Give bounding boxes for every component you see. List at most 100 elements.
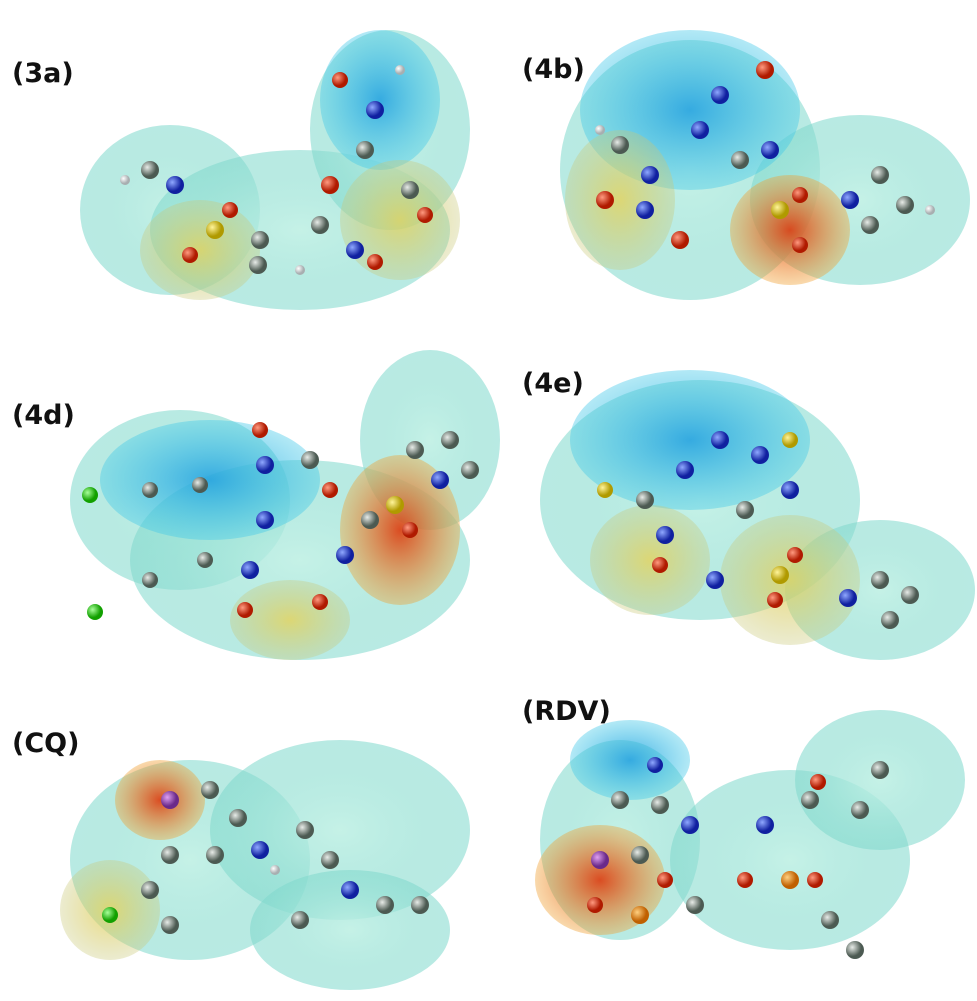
atom bbox=[706, 571, 724, 589]
atom bbox=[767, 592, 783, 608]
atom bbox=[161, 846, 179, 864]
surface bbox=[570, 720, 690, 800]
molecule-cq bbox=[60, 740, 470, 990]
atom bbox=[270, 865, 280, 875]
atom bbox=[229, 809, 247, 827]
atom bbox=[861, 216, 879, 234]
atom bbox=[256, 456, 274, 474]
atom bbox=[881, 611, 899, 629]
atom bbox=[241, 561, 259, 579]
atom bbox=[322, 482, 338, 498]
atom bbox=[336, 546, 354, 564]
atom bbox=[676, 461, 694, 479]
atom bbox=[631, 906, 649, 924]
atom bbox=[395, 65, 405, 75]
molecule-3a bbox=[80, 30, 470, 310]
atom bbox=[611, 136, 629, 154]
surface bbox=[590, 505, 710, 615]
atom bbox=[711, 86, 729, 104]
atom bbox=[296, 821, 314, 839]
atom bbox=[301, 451, 319, 469]
atom bbox=[142, 482, 158, 498]
atom bbox=[595, 125, 605, 135]
atom bbox=[201, 781, 219, 799]
atom bbox=[782, 432, 798, 448]
atom bbox=[332, 72, 348, 88]
atom bbox=[671, 231, 689, 249]
atom bbox=[401, 181, 419, 199]
atom bbox=[376, 896, 394, 914]
atom bbox=[249, 256, 267, 274]
atom bbox=[636, 201, 654, 219]
atom bbox=[222, 202, 238, 218]
atom bbox=[120, 175, 130, 185]
atom bbox=[756, 61, 774, 79]
figure: (3a) (4b) (4d) (4e) (CQ) (RDV) bbox=[0, 0, 977, 1001]
atom bbox=[597, 482, 613, 498]
surface bbox=[340, 160, 460, 280]
surface bbox=[320, 30, 440, 170]
atom bbox=[166, 176, 184, 194]
atom bbox=[792, 237, 808, 253]
atom bbox=[871, 761, 889, 779]
atom bbox=[841, 191, 859, 209]
atom bbox=[87, 604, 103, 620]
atom bbox=[237, 602, 253, 618]
atom bbox=[737, 872, 753, 888]
panel-label: (CQ) bbox=[12, 728, 79, 759]
atom bbox=[781, 481, 799, 499]
panel-label: (RDV) bbox=[522, 696, 611, 727]
atom bbox=[736, 501, 754, 519]
atom bbox=[386, 496, 404, 514]
atom bbox=[636, 491, 654, 509]
atom bbox=[761, 141, 779, 159]
atom bbox=[801, 791, 819, 809]
molecule-4e bbox=[540, 370, 975, 660]
atom bbox=[441, 431, 459, 449]
atom bbox=[851, 801, 869, 819]
atom bbox=[431, 471, 449, 489]
surface bbox=[115, 760, 205, 840]
atom bbox=[367, 254, 383, 270]
atom bbox=[596, 191, 614, 209]
atom bbox=[141, 161, 159, 179]
atom bbox=[771, 566, 789, 584]
surface bbox=[720, 515, 860, 645]
atom bbox=[641, 166, 659, 184]
atom bbox=[461, 461, 479, 479]
atom bbox=[652, 557, 668, 573]
atom bbox=[656, 526, 674, 544]
atom bbox=[356, 141, 374, 159]
panel-label: (3a) bbox=[12, 58, 74, 89]
atom bbox=[252, 422, 268, 438]
atom bbox=[411, 896, 429, 914]
atom bbox=[821, 911, 839, 929]
panel-label: (4e) bbox=[522, 368, 584, 399]
atom bbox=[251, 231, 269, 249]
surface bbox=[730, 175, 850, 285]
molecule-rdv bbox=[535, 710, 965, 959]
atom bbox=[839, 589, 857, 607]
atom bbox=[787, 547, 803, 563]
atom bbox=[691, 121, 709, 139]
atom bbox=[587, 897, 603, 913]
atom bbox=[291, 911, 309, 929]
atom bbox=[681, 816, 699, 834]
atom bbox=[341, 881, 359, 899]
atom bbox=[657, 872, 673, 888]
atom bbox=[206, 221, 224, 239]
panel-label: (4d) bbox=[12, 400, 75, 431]
surface bbox=[140, 200, 260, 300]
atom bbox=[756, 816, 774, 834]
atom bbox=[901, 586, 919, 604]
atom bbox=[871, 571, 889, 589]
atom bbox=[102, 907, 118, 923]
atom bbox=[311, 216, 329, 234]
atom bbox=[771, 201, 789, 219]
surface bbox=[100, 420, 320, 540]
atom bbox=[631, 846, 649, 864]
atom bbox=[197, 552, 213, 568]
atom bbox=[161, 791, 179, 809]
atom bbox=[751, 446, 769, 464]
atom bbox=[256, 511, 274, 529]
